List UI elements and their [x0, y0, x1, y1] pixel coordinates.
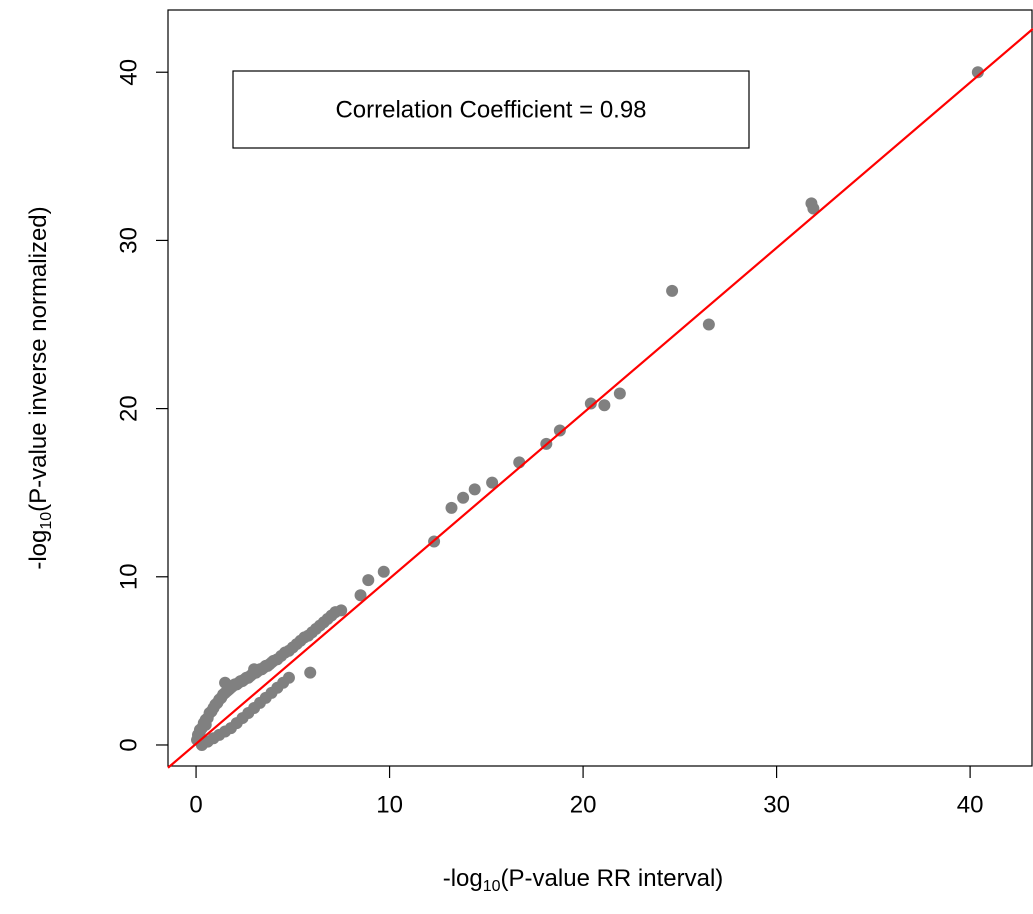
plot-frame — [167, 9, 1033, 767]
point — [486, 476, 499, 489]
marks — [167, 27, 1033, 769]
y-axis-label: -log10(P-value inverse normalized) — [25, 206, 55, 569]
x-tick-label: 40 — [957, 791, 984, 818]
y-label-sub: 10 — [38, 512, 55, 530]
point — [666, 284, 679, 297]
annotation-box — [232, 70, 750, 149]
y-tick-label: 30 — [115, 227, 142, 254]
point — [971, 66, 984, 79]
x-label-suffix: (P-value RR interval) — [501, 865, 724, 892]
point — [807, 202, 820, 215]
point — [329, 606, 342, 619]
point — [457, 491, 470, 504]
point — [377, 565, 390, 578]
point — [248, 663, 261, 676]
y-tick-label: 10 — [115, 563, 142, 590]
fit-line — [167, 27, 1033, 769]
y-tick-label: 20 — [115, 395, 142, 422]
point — [702, 318, 715, 331]
point — [282, 671, 295, 684]
point — [304, 666, 317, 679]
y-tick-label: 0 — [115, 738, 142, 751]
annotation: Correlation Coefficient = 0.98 — [335, 96, 646, 123]
point — [553, 424, 566, 437]
point — [445, 501, 458, 514]
point — [584, 397, 597, 410]
y-label-prefix: -log — [25, 530, 52, 570]
y-label-suffix: (P-value inverse normalized) — [25, 206, 52, 511]
x-tick-label: 0 — [189, 791, 202, 818]
x-tick-label: 10 — [376, 791, 403, 818]
point — [362, 574, 375, 587]
x-tick-label: 20 — [570, 791, 597, 818]
y-tick-label: 40 — [115, 59, 142, 86]
point — [468, 483, 481, 496]
point — [354, 589, 367, 602]
point — [219, 676, 232, 689]
x-label-prefix: -log — [443, 865, 483, 892]
x-label-sub: 10 — [483, 878, 501, 895]
point — [598, 399, 611, 412]
point — [613, 387, 626, 400]
x-axis-label: -log10(P-value RR interval) — [443, 865, 724, 895]
x-tick-label: 30 — [763, 791, 790, 818]
point — [199, 718, 212, 731]
